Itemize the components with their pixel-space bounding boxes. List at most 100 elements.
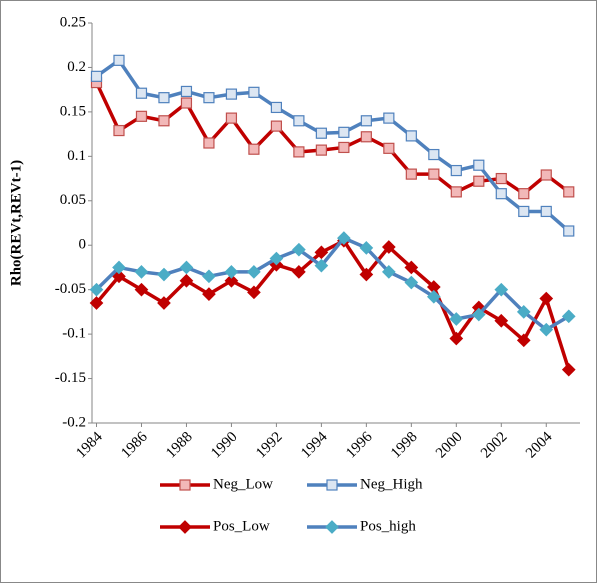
marker [450, 186, 462, 198]
marker [269, 251, 284, 266]
marker [561, 362, 576, 377]
marker [247, 265, 261, 279]
y-tick-label: -0.05 [55, 281, 86, 297]
marker [292, 265, 306, 279]
marker [338, 126, 350, 138]
series-line [95, 239, 571, 371]
marker [314, 245, 329, 260]
y-tick-label: -0.1 [62, 326, 86, 342]
marker [89, 282, 104, 297]
marker [473, 175, 485, 187]
marker [90, 70, 103, 82]
marker [314, 258, 329, 273]
marker [203, 92, 215, 104]
marker [224, 265, 239, 279]
legend-label: Pos_Low [213, 518, 270, 534]
marker [540, 169, 552, 181]
marker [405, 130, 417, 142]
marker [450, 164, 462, 177]
marker [179, 273, 194, 288]
marker [404, 275, 419, 290]
marker [158, 92, 170, 104]
marker [516, 333, 531, 348]
marker [359, 241, 374, 255]
legend-marker [178, 520, 192, 534]
series-line [95, 58, 570, 233]
marker [293, 115, 305, 127]
marker [338, 141, 350, 154]
marker [471, 307, 486, 322]
marker [248, 86, 260, 98]
y-tick-label: 0.15 [60, 103, 86, 119]
marker [180, 85, 193, 98]
marker [449, 312, 464, 326]
legend-label: Neg_High [360, 476, 423, 492]
marker [426, 289, 441, 304]
marker [134, 282, 149, 297]
marker [539, 291, 554, 306]
marker [270, 120, 283, 132]
legend-marker [179, 479, 191, 491]
marker [202, 287, 216, 301]
marker [112, 260, 126, 275]
marker [203, 137, 215, 149]
legend-label: Pos_high [360, 518, 416, 534]
marker [539, 322, 554, 337]
marker [383, 112, 395, 124]
marker [180, 97, 193, 109]
marker [563, 225, 575, 237]
marker [112, 269, 126, 284]
marker [157, 267, 171, 282]
marker [360, 115, 372, 127]
marker [360, 131, 372, 143]
legend-marker [326, 479, 338, 491]
y-tick-label: 0.25 [60, 14, 86, 30]
marker [516, 305, 531, 319]
marker [428, 148, 440, 161]
marker [225, 88, 238, 100]
marker [563, 186, 575, 198]
y-tick-label: 0 [79, 237, 87, 253]
marker [381, 265, 396, 279]
marker [449, 331, 464, 346]
series-line [95, 236, 570, 332]
marker [540, 205, 552, 218]
marker [158, 115, 170, 127]
marker [494, 313, 509, 328]
legend-marker [325, 520, 339, 534]
marker [359, 267, 374, 282]
marker [135, 87, 148, 99]
marker [383, 142, 395, 154]
marker [224, 273, 239, 288]
y-tick-label: 0.05 [60, 192, 86, 208]
marker [405, 168, 417, 180]
marker [202, 269, 216, 284]
y-axis-label: Rho(REVt,REVt-1) [8, 160, 24, 286]
y-tick-label: 0.1 [67, 148, 86, 164]
marker [113, 54, 125, 66]
marker [315, 144, 327, 156]
marker [561, 309, 576, 324]
y-tick-label: 0.2 [67, 59, 86, 75]
marker [225, 112, 238, 124]
marker [495, 172, 507, 185]
marker [381, 240, 396, 254]
legend-label: Neg_Low [213, 476, 273, 492]
marker [270, 101, 283, 114]
marker [248, 143, 260, 155]
marker [473, 159, 485, 171]
marker [404, 260, 419, 275]
marker [135, 110, 148, 122]
y-tick-label: -0.15 [55, 370, 86, 386]
marker [113, 124, 125, 137]
marker [179, 260, 194, 275]
y-tick-label: -0.2 [62, 414, 86, 430]
marker [292, 242, 306, 257]
marker [89, 296, 104, 310]
marker [494, 282, 509, 297]
marker [293, 146, 305, 158]
marker [495, 188, 507, 200]
marker [134, 265, 149, 279]
